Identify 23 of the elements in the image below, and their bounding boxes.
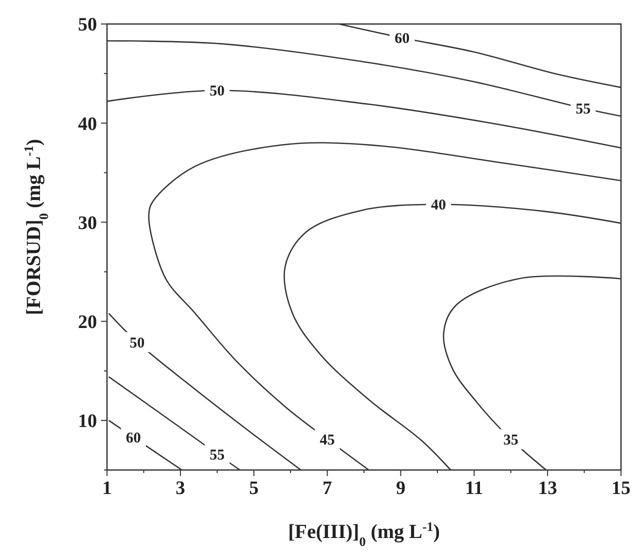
y-tick-label: 10 bbox=[78, 411, 97, 432]
annotation: 40 bbox=[431, 198, 446, 214]
annotation: 45 bbox=[320, 432, 335, 449]
annotation: 50 bbox=[130, 335, 145, 352]
y-tick-label: 40 bbox=[78, 114, 97, 135]
x-tick-label: 1 bbox=[102, 478, 112, 499]
annotation: 35 bbox=[503, 432, 518, 449]
y-tick-label: 50 bbox=[78, 14, 97, 36]
x-axis-title: [Fe(III)]$_{0}$ (mg L$^{-1}$) bbox=[288, 518, 440, 548]
y-tick-label: 20 bbox=[78, 312, 97, 333]
x-tick-label: 9 bbox=[396, 478, 406, 499]
x-tick-label: 7 bbox=[322, 478, 333, 499]
x-tick-label: 3 bbox=[176, 478, 186, 499]
x-tick-label: 11 bbox=[465, 478, 484, 499]
annotation: 55 bbox=[210, 447, 225, 464]
annotation: 50 bbox=[210, 84, 225, 100]
x-tick-label: 15 bbox=[612, 478, 630, 499]
x-tick-label: 13 bbox=[538, 478, 558, 499]
annotation: 60 bbox=[394, 31, 410, 48]
x-tick-label: 5 bbox=[249, 478, 259, 499]
y-tick-label: 30 bbox=[78, 212, 97, 234]
annotation: 55 bbox=[576, 101, 591, 118]
annotation: 60 bbox=[126, 430, 141, 447]
